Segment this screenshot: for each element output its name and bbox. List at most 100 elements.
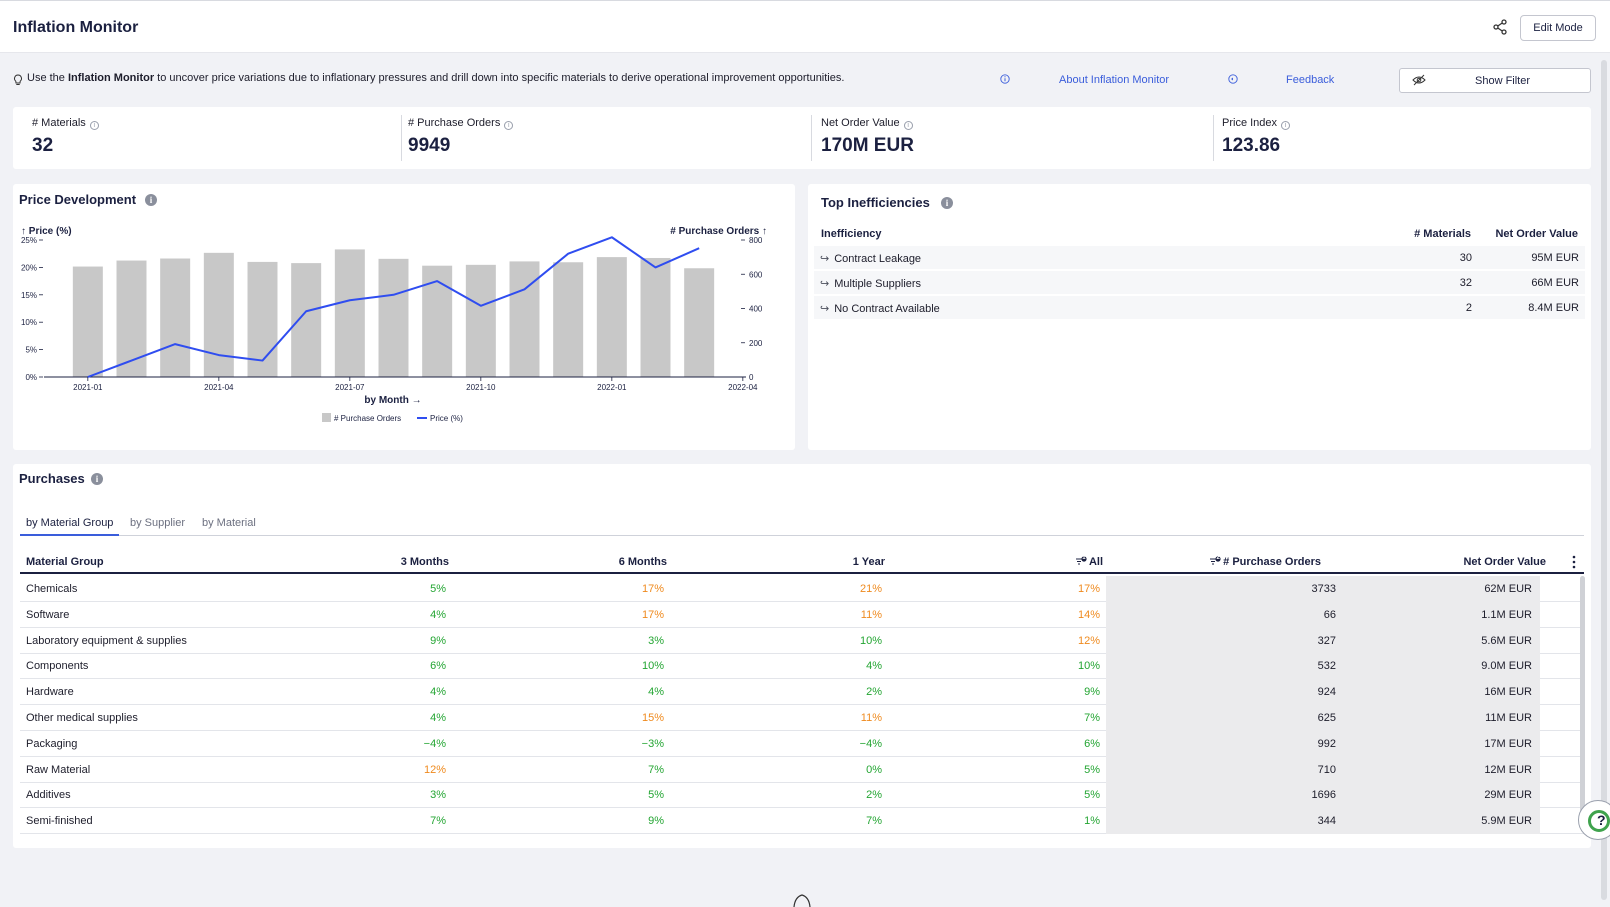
cell-6-months: −3% bbox=[641, 737, 664, 750]
column-header-6-months[interactable]: 6 Months bbox=[618, 556, 667, 568]
feedback-link[interactable]: Feedback bbox=[1286, 74, 1335, 86]
cell-material-group[interactable]: Laboratory equipment & supplies bbox=[26, 634, 187, 647]
info-icon[interactable]: i bbox=[504, 121, 514, 130]
cell-material-group[interactable]: Additives bbox=[26, 789, 71, 802]
table-row[interactable]: Semi-finished 7% 9% 7% 1% 344 5.9M EUR bbox=[20, 808, 1584, 835]
cell-6-months: 10% bbox=[641, 660, 664, 673]
cell-all: 10% bbox=[1077, 660, 1100, 673]
cell-purchase-orders: 1696 bbox=[1311, 789, 1336, 802]
cell-net-order-value: 9.0M EUR bbox=[1481, 660, 1532, 673]
y-right-tick-label: 400 bbox=[749, 305, 763, 314]
more-options-icon[interactable] bbox=[1572, 555, 1576, 569]
column-header-purchase-orders[interactable]: 2 # Purchase Orders bbox=[1209, 555, 1321, 568]
cell-6-months: 17% bbox=[641, 583, 664, 595]
drilldown-arrow-icon: ↪ bbox=[820, 253, 830, 265]
kpi-value: 32 bbox=[32, 135, 54, 156]
tab-by-supplier[interactable]: by Supplier bbox=[130, 517, 186, 529]
net-order-value: 8.4M EUR bbox=[1528, 302, 1579, 314]
cell-material-group[interactable]: Hardware bbox=[26, 686, 74, 699]
table-row[interactable]: Raw Material 12% 7% 0% 5% 710 12M EUR bbox=[20, 756, 1584, 783]
edit-mode-button[interactable]: Edit Mode bbox=[1520, 15, 1596, 41]
table-row[interactable]: Chemicals 5% 17% 21% 17% 3733 62M EUR bbox=[20, 576, 1584, 602]
cell-6-months: 9% bbox=[648, 815, 664, 828]
table-row[interactable]: Additives 3% 5% 2% 5% 1696 29M EUR bbox=[20, 782, 1584, 809]
column-header-3-months[interactable]: 3 Months bbox=[400, 556, 449, 568]
cell-net-order-value: 5.6M EUR bbox=[1481, 634, 1532, 647]
table-row[interactable]: Laboratory equipment & supplies 9% 3% 10% 12… bbox=[20, 627, 1584, 654]
tab-by-material[interactable]: by Material bbox=[202, 517, 256, 529]
highlight-band bbox=[1106, 782, 1540, 809]
info-icon[interactable]: i bbox=[903, 121, 913, 130]
cell-3-months: 6% bbox=[430, 660, 446, 673]
y-left-tick-label: 15% bbox=[21, 291, 37, 300]
table-row[interactable]: Components 6% 10% 4% 10% 532 9.0M EUR bbox=[20, 653, 1584, 680]
page-scrollbar[interactable] bbox=[1601, 60, 1607, 900]
bar bbox=[422, 265, 453, 377]
table-row[interactable]: Other medical supplies 4% 15% 11% 7% 625 11M E… bbox=[20, 705, 1584, 731]
net-order-value: 66M EUR bbox=[1531, 277, 1579, 289]
cell-material-group[interactable]: Raw Material bbox=[26, 763, 91, 776]
table-row[interactable]: Hardware 4% 4% 2% 9% 924 16M EUR bbox=[20, 679, 1584, 706]
x-tick-label: 2022-01 bbox=[597, 383, 627, 392]
sort-desc-icon: 1 bbox=[1075, 555, 1087, 566]
materials-count: 32 bbox=[1459, 277, 1472, 289]
inefficiency-name[interactable]: ↪ Contract Leakage bbox=[820, 253, 922, 265]
cell-purchase-orders: 532 bbox=[1317, 660, 1336, 673]
column-header-1-year[interactable]: 1 Year bbox=[852, 556, 885, 568]
table-row[interactable]: Software 4% 17% 11% 14% 66 1.1M EUR bbox=[20, 601, 1584, 628]
column-header-material-group[interactable]: Material Group bbox=[26, 556, 104, 568]
inefficiency-row[interactable]: ↪ Contract Leakage 30 95M EUR bbox=[814, 246, 1585, 270]
share-icon[interactable] bbox=[1491, 18, 1509, 36]
cell-material-group[interactable]: Components bbox=[26, 660, 89, 673]
kpi-value: 123.86 bbox=[1222, 135, 1281, 156]
cell-material-group[interactable]: Chemicals bbox=[26, 583, 78, 595]
cell-all: 6% bbox=[1084, 737, 1100, 750]
bar bbox=[596, 257, 627, 377]
y-left-tick-label: 20% bbox=[21, 263, 37, 272]
bar bbox=[291, 263, 322, 377]
table-scrollbar[interactable] bbox=[1580, 576, 1585, 816]
divider bbox=[401, 115, 402, 161]
cell-material-group[interactable]: Packaging bbox=[26, 737, 78, 750]
info-icon[interactable]: i bbox=[1281, 121, 1291, 130]
table-header: Material Group 3 Months 6 Months 1 Year … bbox=[20, 552, 1584, 574]
cell-3-months: −4% bbox=[423, 737, 446, 750]
widget-handle-icon[interactable] bbox=[791, 893, 813, 907]
info-icon[interactable]: i bbox=[145, 194, 157, 206]
cell-6-months: 17% bbox=[641, 608, 664, 621]
purchases-tabs: by Material Group by Supplier by Materia… bbox=[20, 514, 1584, 536]
legend-label-purchase-orders: # Purchase Orders bbox=[334, 414, 401, 423]
y-right-axis-title: # Purchase Orders ↑ bbox=[670, 226, 767, 237]
column-header-all[interactable]: 1 All bbox=[1075, 555, 1103, 568]
cell-material-group[interactable]: Other medical supplies bbox=[26, 712, 138, 724]
highlight-band bbox=[1106, 627, 1540, 654]
table-row[interactable]: Packaging −4% −3% −4% 6% 992 17M EUR bbox=[20, 730, 1584, 757]
cell-net-order-value: 29M EUR bbox=[1484, 789, 1532, 802]
cell-material-group[interactable]: Software bbox=[26, 608, 70, 621]
sort-desc-icon: 2 bbox=[1209, 555, 1221, 566]
drilldown-arrow-icon: ↪ bbox=[820, 303, 830, 315]
sort-rank: 2 bbox=[1216, 555, 1220, 561]
info-icon[interactable]: i bbox=[91, 473, 103, 485]
top-inefficiencies-card: Top Inefficiencies i Inefficiency # Mate… bbox=[808, 184, 1591, 450]
inefficiency-row[interactable]: ↪ No Contract Available 2 8.4M EUR bbox=[814, 296, 1585, 320]
inefficiency-name[interactable]: ↪ Multiple Suppliers bbox=[820, 278, 922, 290]
bar bbox=[334, 249, 365, 377]
column-header-materials[interactable]: # Materials bbox=[1414, 228, 1471, 240]
help-button[interactable]: ? bbox=[1578, 800, 1610, 840]
show-filter-button[interactable]: Show Filter bbox=[1399, 68, 1591, 93]
column-header-net-order-value[interactable]: Net Order Value bbox=[1495, 228, 1578, 240]
inefficiency-row[interactable]: ↪ Multiple Suppliers 32 66M EUR bbox=[814, 271, 1585, 295]
cell-material-group[interactable]: Semi-finished bbox=[26, 815, 93, 828]
cell-all: 5% bbox=[1084, 763, 1100, 776]
info-icon[interactable]: i bbox=[941, 197, 953, 209]
inefficiency-name[interactable]: ↪ No Contract Available bbox=[820, 303, 940, 315]
about-inflation-monitor-link[interactable]: About Inflation Monitor bbox=[1059, 74, 1170, 86]
column-header-net-order-value[interactable]: Net Order Value bbox=[1463, 556, 1546, 568]
lightbulb-icon bbox=[14, 74, 22, 85]
info-icon[interactable]: i bbox=[89, 121, 99, 130]
x-tick-label: 2022-04 bbox=[728, 383, 758, 392]
y-left-axis-title: ↑ Price (%) bbox=[21, 226, 72, 237]
cell-all: 1% bbox=[1084, 815, 1100, 828]
tab-by-material-group[interactable]: by Material Group bbox=[20, 514, 120, 536]
